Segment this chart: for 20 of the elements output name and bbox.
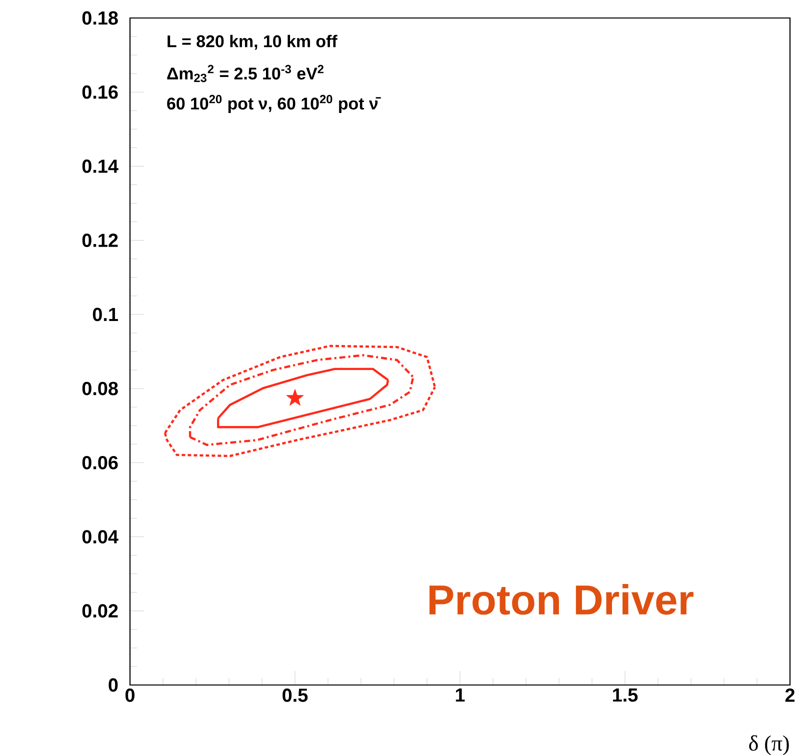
y-tick-label: 0.16 — [82, 85, 118, 99]
annotation: Δm$_{23}$$^{2}$ = 2.5 10$^{-3}$ eV$^{2}$ — [167, 64, 324, 82]
y-tick-label: 0.14 — [82, 160, 118, 173]
annotation: Proton Driver — [430, 584, 694, 615]
annotation: L = 820 km, 10 km off — [168, 34, 338, 50]
x-tick-label: 0.5 — [282, 688, 308, 702]
x-tick-label: 1 — [456, 688, 465, 702]
x-tick-label: 0 — [125, 688, 134, 702]
x-tick-label: 2 — [785, 688, 795, 702]
y-tick-label: 0.06 — [82, 456, 118, 470]
y-tick-label: 0.12 — [82, 234, 118, 248]
annotation: 60 10$^{20}$ pot ν, 60 10$^{20}$ pot ν̄ — [167, 94, 381, 113]
x-axis-title: δ (π) — [749, 735, 789, 755]
y-tick-label: 0.04 — [82, 530, 118, 544]
x-tick-label: 1.5 — [613, 688, 638, 702]
y-tick-label: 0.02 — [82, 604, 118, 618]
y-tick-label: 0 — [108, 678, 118, 692]
y-tick-label: 0.08 — [82, 382, 118, 396]
y-tick-label: 0.1 — [92, 308, 118, 322]
y-tick-label: 0.18 — [82, 11, 118, 25]
